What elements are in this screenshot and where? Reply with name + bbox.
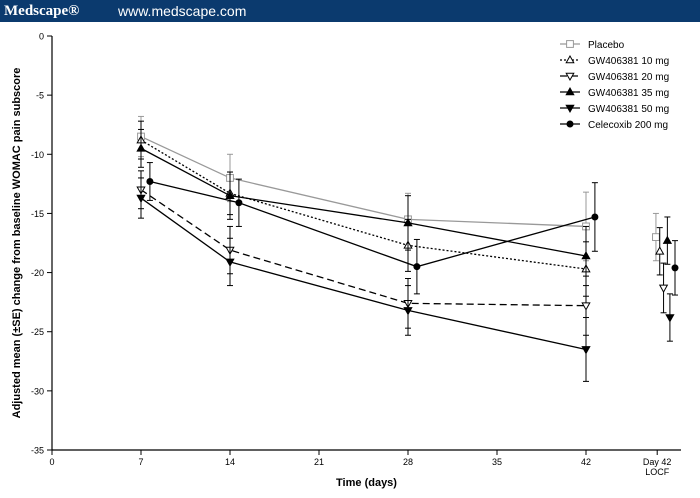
- legend-entry: Celecoxib 200 mg: [560, 120, 668, 131]
- locf-data-point: [658, 284, 669, 293]
- legend-marker: [565, 72, 575, 82]
- y-tick-label: -5: [36, 91, 44, 101]
- y-tick-label: -30: [31, 386, 44, 396]
- chart-series: [136, 115, 679, 382]
- legend-marker: [565, 104, 575, 114]
- x-axis-label: Time (days): [336, 477, 397, 489]
- data-point: [581, 250, 591, 260]
- y-tick-label: 0: [39, 32, 44, 42]
- chart-ticks: 0 -5 -10 -15 -20 -25 -30 -35 0 7 14 21 28 35 42 Day 42L…: [31, 32, 671, 478]
- y-tick-label: -20: [31, 268, 44, 278]
- x-tick-label: 35: [492, 457, 502, 467]
- data-point: [146, 177, 154, 185]
- y-tick-label: -15: [31, 209, 44, 219]
- series-line: [140, 189, 587, 307]
- series-4: [136, 177, 675, 382]
- legend-label: GW406381 20 mg: [588, 72, 669, 83]
- y-axis-label: Adjusted mean (±SE) change from baseline…: [11, 68, 23, 419]
- x-tick-label: 7: [138, 457, 143, 467]
- locf-data-point: [652, 233, 660, 241]
- x-tick-label-locf: Day 42: [643, 457, 672, 467]
- legend-entry: GW406381 10 mg: [560, 54, 669, 67]
- legend-marker: [566, 40, 574, 48]
- legend-label: Placebo: [588, 40, 625, 51]
- legend-label: GW406381 50 mg: [588, 104, 669, 115]
- legend-marker: [566, 120, 574, 128]
- series-line: [140, 147, 587, 257]
- data-point: [403, 307, 413, 316]
- data-point: [225, 190, 235, 199]
- legend-entry: GW406381 50 mg: [560, 104, 669, 115]
- medscape-header-bar: Medscape® www.medscape.com: [0, 0, 700, 22]
- locf-data-point: [671, 264, 679, 272]
- x-tick-label: 14: [225, 457, 235, 467]
- chart-axes: [51, 36, 681, 451]
- data-point: [403, 217, 413, 227]
- data-point: [581, 346, 591, 355]
- series-1: [136, 120, 665, 297]
- series-5: [146, 162, 679, 296]
- data-point: [581, 302, 591, 311]
- legend-marker: [565, 86, 575, 96]
- data-point: [136, 194, 146, 204]
- locf-data-point: [665, 314, 675, 323]
- y-tick-label: -10: [31, 150, 44, 160]
- x-tick-label: 0: [49, 457, 54, 467]
- series-line: [140, 197, 587, 351]
- site-url: www.medscape.com: [118, 3, 247, 19]
- x-tick-label: 28: [403, 457, 413, 467]
- legend-marker: [565, 54, 575, 64]
- y-tick-label: -35: [31, 446, 44, 456]
- x-tick-label-locf: LOCF: [645, 467, 670, 477]
- line-chart: 0 -5 -10 -15 -20 -25 -30 -35 0 7 14 21 28 35 42 Day 42L…: [11, 32, 681, 489]
- legend-entry: Placebo: [560, 40, 625, 51]
- data-point: [413, 263, 421, 271]
- y-tick-label: -25: [31, 327, 44, 337]
- data-point: [225, 258, 235, 267]
- x-tick-label: 21: [314, 457, 324, 467]
- series-line: [140, 139, 587, 270]
- data-point: [591, 213, 599, 221]
- legend-entry: GW406381 35 mg: [560, 86, 669, 99]
- locf-data-point: [655, 246, 665, 255]
- series-line: [149, 180, 596, 268]
- legend-entry: GW406381 20 mg: [560, 72, 669, 83]
- chart-legend: Placebo GW406381 10 mg GW406381 20 mg GW406…: [560, 40, 669, 131]
- legend-label: GW406381 10 mg: [588, 56, 669, 67]
- x-tick-label: 42: [581, 457, 591, 467]
- legend-label: Celecoxib 200 mg: [588, 120, 668, 131]
- series-3: [136, 128, 673, 287]
- medscape-logo: Medscape®: [4, 3, 80, 19]
- legend-label: GW406381 35 mg: [588, 88, 669, 99]
- locf-data-point: [662, 235, 673, 244]
- data-point: [136, 143, 146, 152]
- data-point: [235, 199, 243, 207]
- series-line: [140, 135, 587, 228]
